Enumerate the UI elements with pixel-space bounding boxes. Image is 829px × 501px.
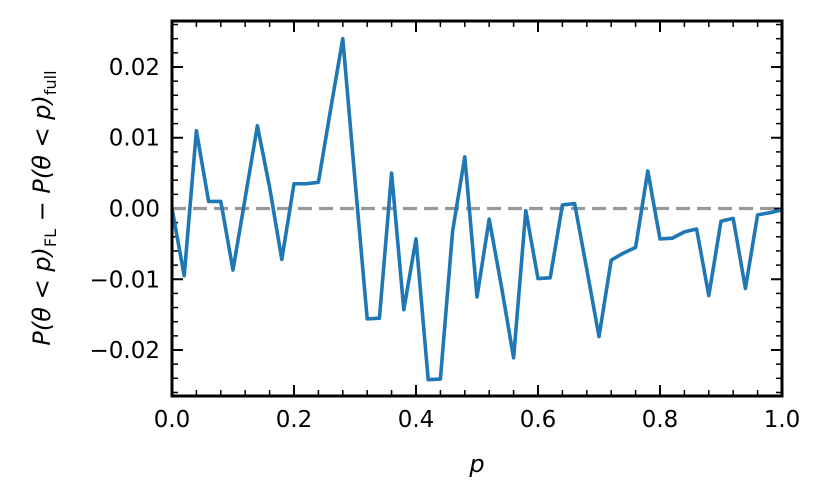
series-line (172, 36, 782, 382)
tick-labels-layer: 0.0 0.2 0.4 0.6 0.8 1.0 −0.02 −0.01 0.00 0.01 0.02 (90, 55, 801, 433)
plot-frame (170, 19, 784, 398)
x-tick-label: 0.0 (154, 407, 191, 433)
x-tick-label: 0.2 (276, 407, 313, 433)
x-axis-label: p (468, 450, 484, 478)
y-tick-label: 0.01 (109, 126, 160, 152)
y-tick-label: 0.02 (109, 55, 160, 81)
y-tick-label: −0.02 (90, 338, 160, 364)
x-tick-label: 0.4 (398, 407, 435, 433)
y-axis-label: P(θ < p)FL − P(θ < p)full (28, 70, 60, 345)
y-tick-label: −0.01 (90, 267, 160, 293)
x-tick-label: 1.0 (764, 407, 801, 433)
x-tick-label: 0.8 (642, 407, 679, 433)
y-tick-label: 0.00 (109, 197, 160, 223)
x-tick-label: 0.6 (520, 407, 557, 433)
